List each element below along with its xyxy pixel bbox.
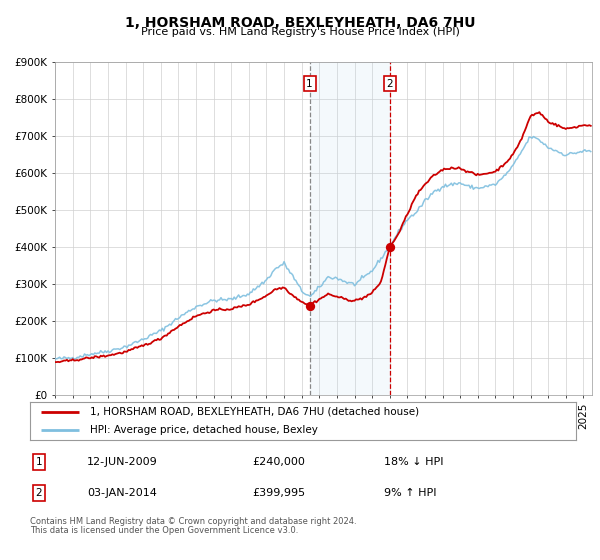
- Text: Contains HM Land Registry data © Crown copyright and database right 2024.: Contains HM Land Registry data © Crown c…: [30, 516, 356, 526]
- Text: 18% ↓ HPI: 18% ↓ HPI: [384, 457, 443, 467]
- Text: 9% ↑ HPI: 9% ↑ HPI: [384, 488, 437, 498]
- Text: This data is licensed under the Open Government Licence v3.0.: This data is licensed under the Open Gov…: [30, 526, 298, 535]
- Text: 2: 2: [35, 488, 43, 498]
- Bar: [310, 62, 390, 395]
- Text: Price paid vs. HM Land Registry's House Price Index (HPI): Price paid vs. HM Land Registry's House …: [140, 27, 460, 37]
- Text: 03-JAN-2014: 03-JAN-2014: [87, 488, 157, 498]
- Text: HPI: Average price, detached house, Bexley: HPI: Average price, detached house, Bexl…: [90, 425, 318, 435]
- Text: 1: 1: [307, 79, 313, 89]
- Point: [305, 301, 314, 310]
- Text: £399,995: £399,995: [252, 488, 305, 498]
- Text: £240,000: £240,000: [252, 457, 305, 467]
- Text: 12-JUN-2009: 12-JUN-2009: [87, 457, 158, 467]
- Text: 2: 2: [386, 79, 393, 89]
- Text: 1, HORSHAM ROAD, BEXLEYHEATH, DA6 7HU (detached house): 1, HORSHAM ROAD, BEXLEYHEATH, DA6 7HU (d…: [90, 407, 419, 417]
- Text: 1, HORSHAM ROAD, BEXLEYHEATH, DA6 7HU: 1, HORSHAM ROAD, BEXLEYHEATH, DA6 7HU: [125, 16, 475, 30]
- Point: [385, 242, 395, 251]
- Text: 1: 1: [35, 457, 43, 467]
